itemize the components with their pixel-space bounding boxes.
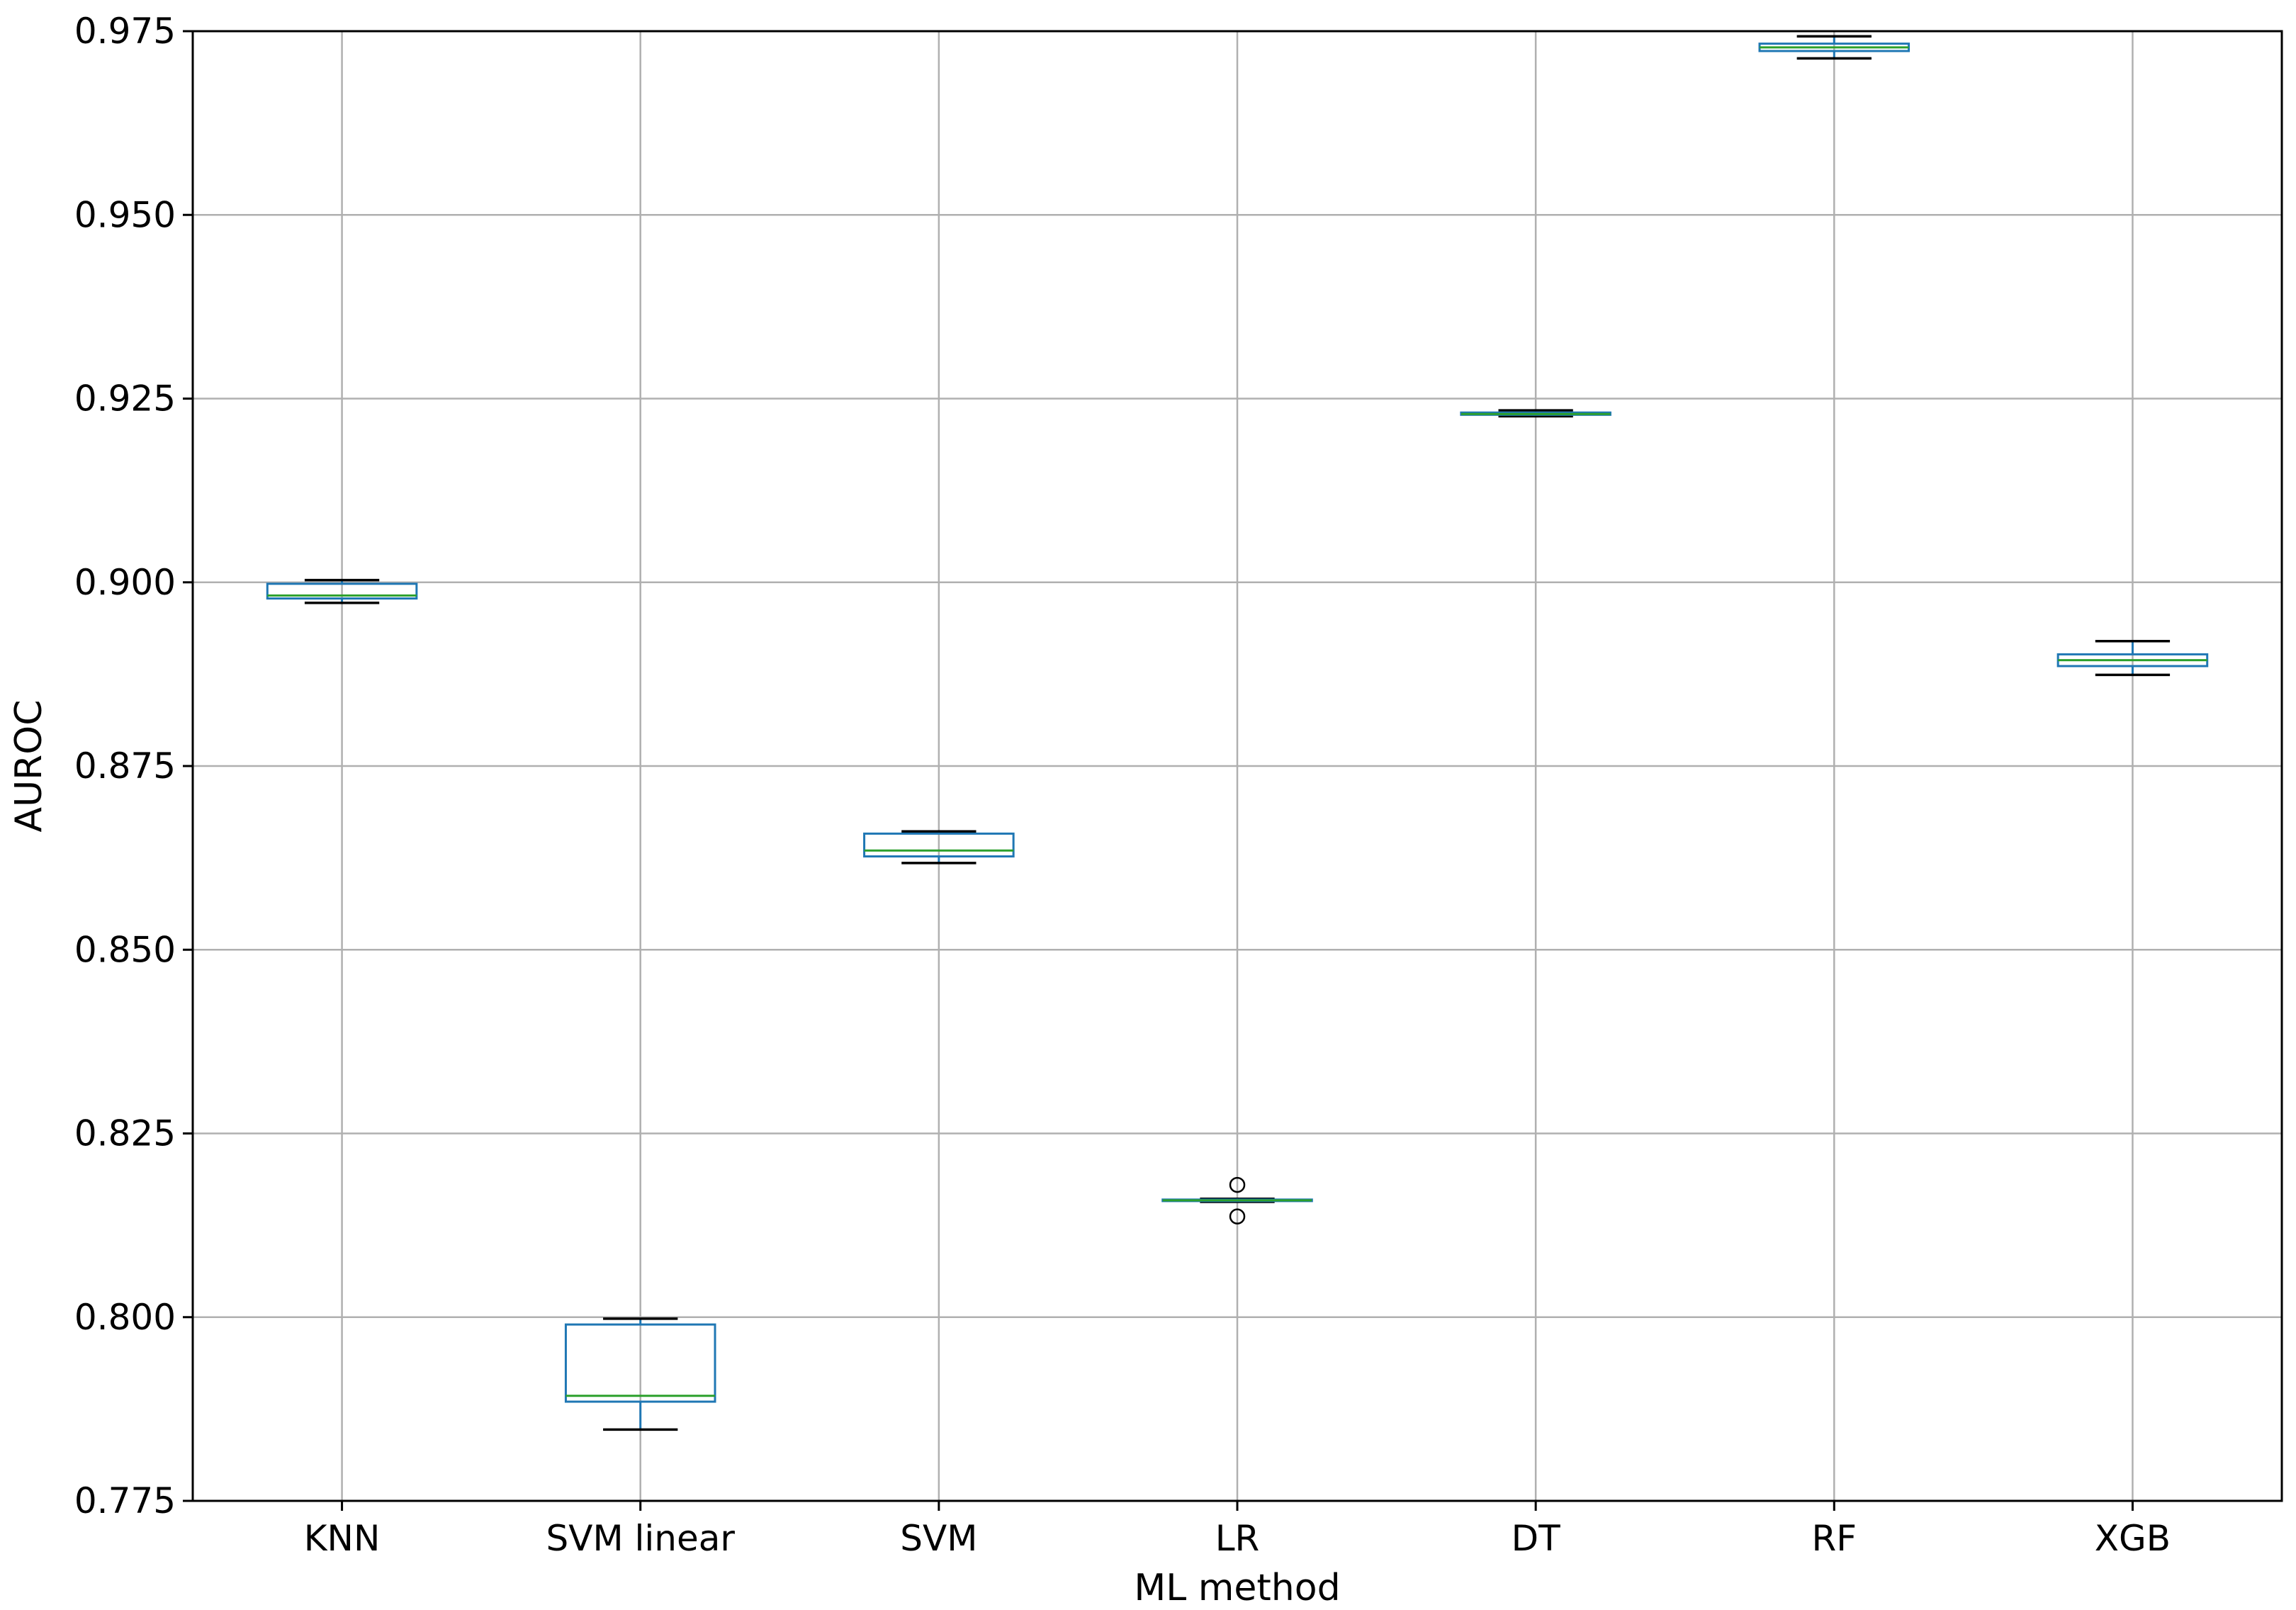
outlier-point bbox=[1229, 1208, 1246, 1225]
y-axis-label: AUROC bbox=[8, 699, 50, 832]
x-tick-label: XGB bbox=[2095, 1518, 2171, 1559]
box-body bbox=[266, 582, 418, 600]
x-tick-label: SVM linear bbox=[546, 1518, 736, 1559]
box-svm bbox=[863, 830, 1015, 865]
box-series bbox=[266, 35, 2209, 1431]
y-tick-label: 0.850 bbox=[74, 929, 176, 970]
x-tick-label: DT bbox=[1512, 1518, 1561, 1559]
y-tick-label: 0.975 bbox=[74, 11, 176, 52]
x-tick-label: LR bbox=[1215, 1518, 1260, 1559]
outlier-point bbox=[1229, 1176, 1246, 1193]
y-tick-label: 0.900 bbox=[74, 562, 176, 603]
x-axis-label: ML method bbox=[1134, 1567, 1340, 1609]
y-tick-label: 0.875 bbox=[74, 745, 176, 787]
y-tick-label: 0.825 bbox=[74, 1113, 176, 1154]
box-lr bbox=[1161, 1176, 1313, 1225]
box-xgb bbox=[2056, 639, 2209, 677]
box-dt bbox=[1460, 409, 1611, 418]
y-tick-label: 0.800 bbox=[74, 1297, 176, 1338]
y-tick-label: 0.950 bbox=[74, 194, 176, 235]
box-knn bbox=[266, 578, 418, 604]
x-tick-label: RF bbox=[1812, 1518, 1857, 1559]
y-tick-label: 0.925 bbox=[74, 378, 176, 420]
y-tick-label: 0.775 bbox=[74, 1480, 176, 1521]
box-body bbox=[863, 832, 1015, 858]
x-axis-ticks: KNN SVM linear SVM LR DT RF XGB bbox=[304, 1501, 2171, 1559]
x-tick-label: SVM bbox=[900, 1518, 977, 1559]
box-rf bbox=[1758, 35, 1910, 60]
box-svm-linear bbox=[564, 1317, 716, 1431]
x-tick-label: KNN bbox=[304, 1518, 381, 1559]
grid-lines bbox=[193, 30, 2282, 1502]
y-axis-ticks: 0.775 0.800 0.825 0.850 0.875 0.900 0.925 0.950… bbox=[74, 11, 193, 1521]
box-body bbox=[564, 1323, 716, 1403]
